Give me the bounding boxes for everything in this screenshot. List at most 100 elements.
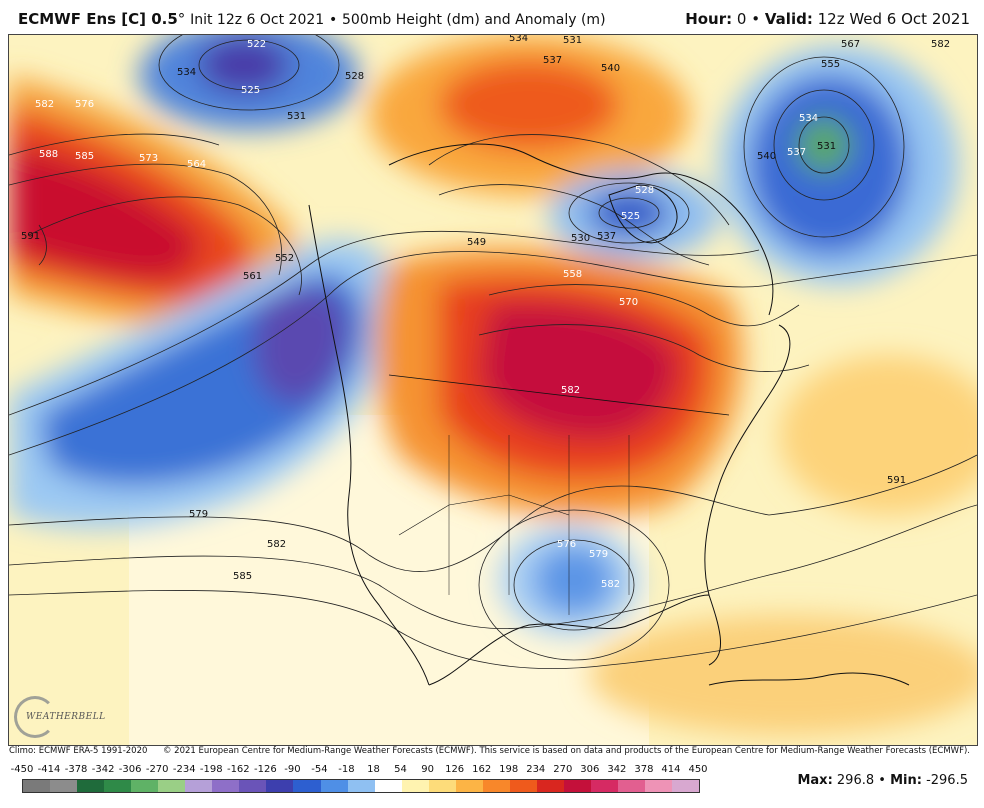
contour-label: 570 <box>619 297 638 308</box>
map-svg: 522 525 534 528 531 534 531 537 540 582 … <box>9 35 977 745</box>
contour-label: 582 <box>601 579 620 590</box>
contour-label: 585 <box>233 571 252 582</box>
contour-label: 534 <box>509 35 528 44</box>
colorbar: -450 -414 -378 -342 -306 -270 -234 -198 -162 -126… <box>11 764 708 804</box>
colorbar-strip <box>22 779 700 793</box>
contour-label: 573 <box>139 153 158 164</box>
contour-se-cutoff-outer <box>478 509 670 661</box>
contour-552 <box>9 251 977 456</box>
alaska-low-core <box>199 37 289 93</box>
colorbar-swatch <box>131 780 159 792</box>
colorbar-tick-label: -342 <box>91 764 115 775</box>
colorbar-swatch <box>672 780 700 792</box>
max-label: Max: <box>797 773 833 788</box>
caribbean-islands <box>708 672 910 686</box>
contour-label: 528 <box>635 185 654 196</box>
colorbar-tick-label: 378 <box>634 764 654 775</box>
contour-ak-outer <box>158 35 340 111</box>
contour-label: 588 <box>39 149 58 160</box>
contour-label: 558 <box>563 269 582 280</box>
contour-atl-ring <box>743 56 905 238</box>
degree-symbol: ° <box>177 10 186 28</box>
contour-label: 525 <box>621 211 640 222</box>
separator-3: • <box>878 773 886 788</box>
contour-label: 549 <box>467 237 486 248</box>
contour-ak-inner <box>198 39 300 91</box>
contour-558 <box>488 284 800 327</box>
colorbar-tick-label: -126 <box>254 764 277 775</box>
colorbar-tick-label: -198 <box>199 764 223 775</box>
contour-549 <box>9 230 760 416</box>
contour-582-west <box>9 133 220 156</box>
hudson-bay <box>608 184 678 244</box>
contour-label: 585 <box>75 151 94 162</box>
colorbar-swatch <box>293 780 321 792</box>
valid-value: 12z Wed 6 Oct 2021 <box>817 10 970 28</box>
contour-label: 582 <box>35 99 54 110</box>
contour-label: 561 <box>243 271 262 282</box>
contour-591 <box>38 224 47 266</box>
colorbar-swatch <box>482 780 510 792</box>
weatherbell-logo: WEATHERBELL <box>12 696 105 740</box>
colorbar-swatch <box>104 780 132 792</box>
product-name: 500mb Height (dm) and Anomaly (m) <box>342 12 606 28</box>
max-min-stats: Max: 296.8 • Min: -296.5 <box>797 773 968 788</box>
caribbean-warm <box>589 615 977 735</box>
min-label: Min: <box>890 773 922 788</box>
colorbar-swatch <box>50 780 78 792</box>
atlantic-low-core <box>796 117 852 173</box>
colorbar-tick-label: 234 <box>526 764 546 775</box>
colorbar-tick-label: -54 <box>311 764 328 775</box>
contour-label: 530 <box>571 233 590 244</box>
contour-atl-inner <box>798 116 850 174</box>
contour-label: 579 <box>589 549 608 560</box>
contour-atl-outer <box>773 89 875 201</box>
colorbar-tick-label: 342 <box>607 764 627 775</box>
contour-label: 591 <box>887 475 906 486</box>
copyright-credit: © 2021 European Centre for Medium-Range … <box>162 746 970 756</box>
contour-label: 531 <box>817 141 836 152</box>
contour-585 <box>9 590 977 669</box>
gulf-coast <box>428 594 722 686</box>
pacific-ridge-core <box>9 145 200 281</box>
colorbar-swatch <box>428 780 456 792</box>
contour-hudson-outer <box>568 182 690 244</box>
contour-546 <box>438 184 710 266</box>
us-canada-border <box>388 374 730 416</box>
contour-579 <box>9 454 977 572</box>
colorbar-swatch <box>239 780 267 792</box>
colorbar-swatch <box>320 780 348 792</box>
contour-label: 555 <box>821 59 840 70</box>
us-ridge-core <box>479 302 679 440</box>
valid-info: Hour: 0 • Valid: 12z Wed 6 Oct 2021 <box>685 10 970 28</box>
max-value: 296.8 <box>836 773 875 788</box>
contour-label-group: 522 525 534 528 531 534 531 537 540 582 … <box>21 35 950 590</box>
contour-label: 552 <box>275 253 294 264</box>
contour-label: 591 <box>21 231 40 242</box>
colorbar-tick-label: -162 <box>226 764 250 775</box>
valid-label: Valid: <box>764 10 813 28</box>
colorbar-tick-label: -414 <box>37 764 61 775</box>
separator: • <box>328 12 338 28</box>
contour-561 <box>28 196 302 296</box>
contour-582 <box>9 504 977 629</box>
contour-label: 567 <box>841 39 860 50</box>
contour-label: 576 <box>557 539 576 550</box>
contour-label: 537 <box>787 147 806 158</box>
colorbar-tick-label: 270 <box>553 764 573 775</box>
contour-label: 540 <box>757 151 776 162</box>
colorbar-swatch <box>266 780 294 792</box>
contour-label: 564 <box>187 159 206 170</box>
atlantic-warm <box>779 355 977 515</box>
colorbar-tick-label: 162 <box>472 764 492 775</box>
hour-value: 0 <box>736 10 747 28</box>
contour-label: 528 <box>345 71 364 82</box>
map-title: ECMWF Ens [C] 0.5° Init 12z 6 Oct 2021 •… <box>18 10 606 28</box>
init-time: Init 12z 6 Oct 2021 <box>190 12 325 28</box>
anomaly-map[interactable]: 522 525 534 528 531 534 531 537 540 582 … <box>8 34 978 746</box>
colorbar-swatch <box>563 780 591 792</box>
colorbar-tick-label: -90 <box>284 764 301 775</box>
state-lines-vertical <box>448 435 630 615</box>
colorbar-tick-label: -234 <box>172 764 196 775</box>
model-name: ECMWF Ens [C] 0.5 <box>18 10 178 28</box>
